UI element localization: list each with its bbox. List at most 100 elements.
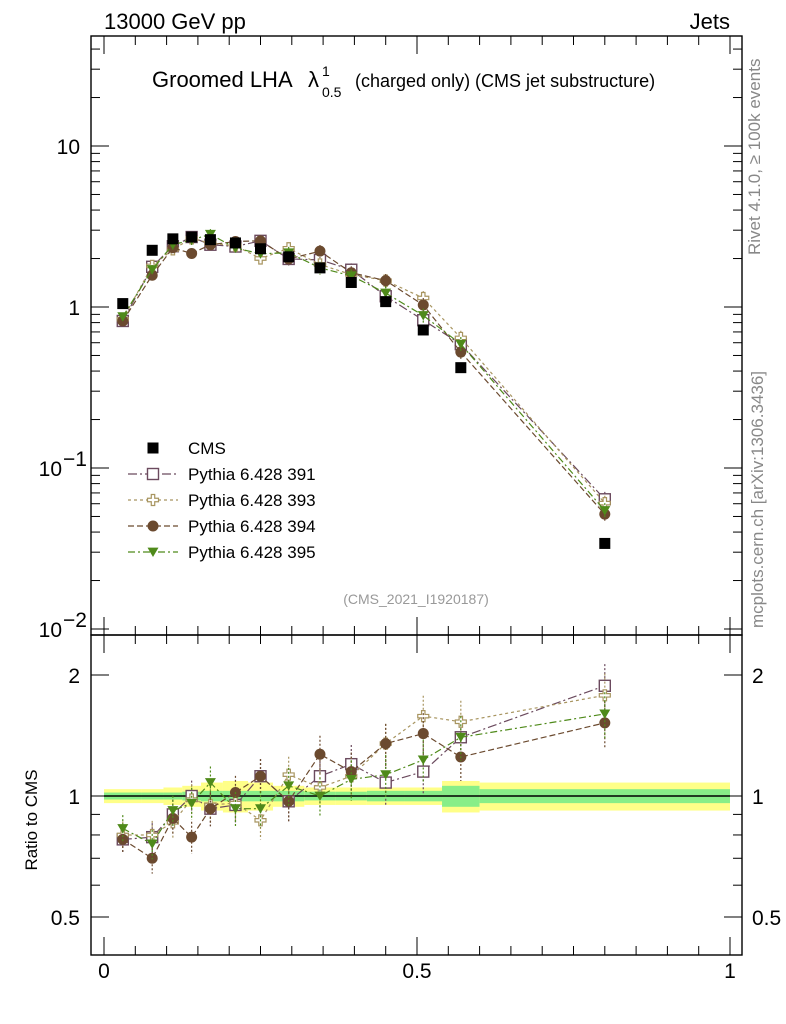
- ratio-point: [186, 798, 198, 809]
- ratio-y-tick-label: 2: [68, 665, 80, 688]
- ratio-ylabel: Ratio to CMS: [22, 769, 41, 870]
- title-suffix: (charged only) (CMS jet substructure): [355, 71, 655, 91]
- cms-point: [417, 324, 429, 336]
- ratio-point: [380, 770, 392, 780]
- x-tick-label: 0.5: [402, 960, 431, 983]
- legend-marker: [146, 467, 160, 481]
- x-tick-label: 0: [98, 960, 110, 983]
- legend-item-series-4: Pythia 6.428 395: [128, 543, 316, 562]
- data-point: [455, 339, 467, 350]
- legend-label: Pythia 6.428 395: [188, 543, 316, 562]
- ratio-point: [167, 806, 179, 816]
- main-y-tick-label: 10: [39, 619, 62, 642]
- cms-point: [599, 537, 611, 549]
- cms-point: [455, 362, 467, 374]
- data-point: [380, 288, 392, 299]
- ratio-y-tick-label-right: 2: [752, 665, 764, 688]
- legend: CMS Pythia 6.428 391 Pythia 6.428 393 Pythi…: [128, 439, 316, 562]
- data-point: [186, 248, 198, 260]
- analysis-ref: (CMS_2021_I1920187): [343, 591, 489, 607]
- ratio-point: [380, 738, 392, 750]
- legend-item-cms: CMS: [147, 439, 226, 458]
- legend-marker: [147, 442, 159, 454]
- legend-item-series-3: Pythia 6.428 394: [128, 517, 316, 536]
- ratio-point: [599, 709, 611, 719]
- cms-point: [186, 231, 198, 243]
- ratio-point: [255, 804, 266, 814]
- ratio-point: [598, 689, 611, 702]
- title-lambda: λ: [308, 67, 319, 92]
- data-point: [417, 299, 429, 311]
- ratio-point: [345, 774, 357, 785]
- ratio-line: [122, 685, 606, 840]
- data-point: [117, 312, 129, 322]
- ratio-y-tick-label-right: 0.5: [752, 907, 781, 930]
- legend-marker: [147, 520, 159, 532]
- data-point: [599, 506, 611, 516]
- main-panel-series: [116, 229, 611, 549]
- ratio-point: [599, 717, 611, 729]
- plot-title: Groomed LHA λ 1 0.5 (charged only) (CMS …: [152, 63, 655, 100]
- series-line: [122, 236, 606, 500]
- title-sub: 0.5: [322, 84, 342, 100]
- data-point: [380, 275, 392, 287]
- ratio-point: [204, 778, 216, 788]
- data-point: [146, 265, 158, 275]
- ratio-point: [417, 710, 430, 723]
- ratio-line: [122, 694, 605, 836]
- ratio-point: [255, 770, 266, 782]
- ratio-point: [455, 732, 467, 743]
- ratio-panel-series: [116, 664, 611, 874]
- ratio-point: [186, 831, 198, 843]
- data-point: [417, 311, 429, 321]
- ratio-point: [282, 768, 295, 781]
- ratio-point: [117, 824, 129, 834]
- ratio-point: [417, 755, 429, 765]
- cms-point: [283, 251, 295, 263]
- cms-point: [345, 276, 357, 288]
- ratio-point: [283, 781, 295, 791]
- ratio-series-4: [117, 692, 611, 860]
- main-y-tick-exponent: −1: [63, 448, 87, 471]
- main-series-cms: [117, 231, 611, 549]
- main-y-tick-label: 1: [68, 297, 80, 320]
- ratio-point: [229, 804, 241, 814]
- series-line: [122, 237, 606, 504]
- ratio-point: [314, 748, 326, 760]
- mcplots-label: mcplots.cern.ch [arXiv:1306.3436]: [748, 371, 767, 628]
- header-right: Jets: [690, 9, 730, 34]
- data-point: [345, 271, 357, 281]
- legend-item-series-2: Pythia 6.428 393: [128, 491, 316, 510]
- title-sup: 1: [322, 63, 330, 79]
- legend-label: Pythia 6.428 391: [188, 465, 316, 484]
- ratio-point: [314, 791, 326, 801]
- ratio-y-tick-label: 0.5: [51, 907, 80, 930]
- ratio-series-1: [116, 664, 611, 854]
- cms-point: [380, 296, 392, 308]
- data-point: [146, 269, 158, 281]
- cms-point: [117, 298, 129, 310]
- main-y-tick-label: 10: [57, 136, 80, 159]
- legend-label: Pythia 6.428 393: [188, 491, 316, 510]
- data-point: [455, 346, 467, 358]
- ratio-y-tick-label-right: 1: [752, 786, 764, 809]
- legend-label: Pythia 6.428 394: [188, 517, 316, 536]
- ratio-panel-frame: [90, 634, 743, 956]
- title-prefix: Groomed LHA: [152, 67, 293, 92]
- header-left: 13000 GeV pp: [104, 9, 246, 34]
- ratio-line: [122, 713, 605, 845]
- ratio-point: [204, 803, 216, 815]
- cms-point: [229, 237, 241, 249]
- cms-point: [255, 243, 266, 255]
- x-tick-label: 1: [724, 960, 736, 983]
- legend-marker: [147, 547, 159, 557]
- cms-point: [146, 244, 158, 256]
- data-point: [314, 245, 326, 257]
- main-y-tick-exponent: −2: [63, 609, 87, 632]
- ratio-point: [146, 839, 158, 849]
- legend-label: CMS: [188, 439, 226, 458]
- cms-point: [314, 262, 326, 274]
